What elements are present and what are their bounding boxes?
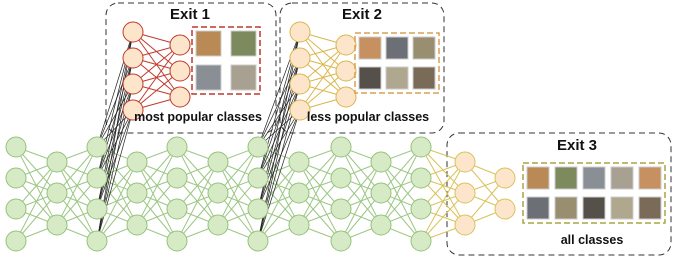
neuron: [123, 74, 143, 94]
class-image: [231, 31, 256, 56]
neuron: [411, 168, 431, 188]
neuron: [495, 199, 515, 219]
class-image: [527, 197, 549, 219]
neuron: [47, 183, 67, 203]
neuron: [411, 199, 431, 219]
class-image: [555, 197, 577, 219]
neuron: [371, 215, 391, 235]
class-image: [611, 167, 633, 189]
neuron: [336, 61, 356, 81]
neuron: [371, 152, 391, 172]
class-image: [555, 167, 577, 189]
neuron: [87, 137, 107, 157]
neuron: [411, 231, 431, 251]
neuron: [248, 199, 268, 219]
neuron: [6, 199, 26, 219]
class-image: [413, 67, 435, 89]
neuron: [248, 168, 268, 188]
class-image: [196, 65, 221, 90]
neuron: [127, 215, 147, 235]
class-image: [583, 197, 605, 219]
class-image: [359, 37, 381, 59]
neuron: [289, 215, 309, 235]
neuron: [87, 199, 107, 219]
neuron: [127, 152, 147, 172]
diagram: Exit 1 most popular classes Exit 2 less …: [0, 0, 674, 259]
neuron: [455, 215, 475, 235]
neuron: [455, 152, 475, 172]
neuron: [248, 137, 268, 157]
neuron: [6, 137, 26, 157]
neuron: [455, 183, 475, 203]
neuron: [47, 152, 67, 172]
exit-caption: most popular classes: [134, 110, 262, 124]
neuron: [87, 168, 107, 188]
neuron: [336, 87, 356, 107]
neuron: [289, 183, 309, 203]
neuron: [495, 168, 515, 188]
neuron: [336, 35, 356, 55]
exit-caption: all classes: [561, 233, 624, 247]
neuron: [290, 22, 310, 42]
neuron: [167, 199, 187, 219]
neuron: [331, 199, 351, 219]
class-image: [527, 167, 549, 189]
neuron: [290, 48, 310, 68]
neuron: [248, 231, 268, 251]
neuron: [331, 231, 351, 251]
exit-title: Exit 1: [170, 6, 210, 23]
neuron: [170, 61, 190, 81]
class-image: [413, 37, 435, 59]
exit-caption: less popular classes: [307, 110, 429, 124]
neuron: [123, 22, 143, 42]
class-image: [386, 37, 408, 59]
class-image: [359, 67, 381, 89]
neuron: [208, 215, 228, 235]
class-image: [639, 197, 661, 219]
neuron: [167, 168, 187, 188]
neuron: [6, 168, 26, 188]
neuron: [289, 152, 309, 172]
page: Exit 1 most popular classes Exit 2 less …: [0, 0, 674, 259]
neuron: [167, 231, 187, 251]
class-image: [386, 67, 408, 89]
exit-title: Exit 2: [342, 6, 382, 23]
neuron: [290, 74, 310, 94]
exit-title: Exit 3: [557, 137, 597, 154]
class-image: [196, 31, 221, 56]
neuron: [170, 87, 190, 107]
class-image: [611, 197, 633, 219]
class-image: [583, 167, 605, 189]
neuron: [123, 48, 143, 68]
neuron: [87, 231, 107, 251]
class-image: [231, 65, 256, 90]
neuron: [127, 183, 147, 203]
neuron: [208, 152, 228, 172]
neuron: [208, 183, 228, 203]
neuron: [47, 215, 67, 235]
neurons: [6, 22, 515, 251]
neuron: [6, 231, 26, 251]
neuron: [371, 183, 391, 203]
neuron: [170, 35, 190, 55]
neuron: [411, 137, 431, 157]
neuron: [331, 137, 351, 157]
class-image: [639, 167, 661, 189]
neuron: [167, 137, 187, 157]
neuron: [331, 168, 351, 188]
